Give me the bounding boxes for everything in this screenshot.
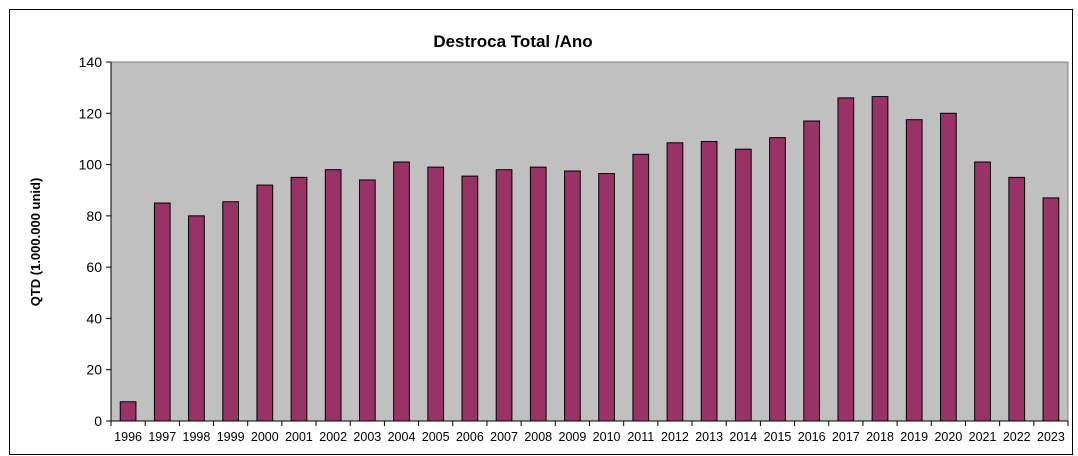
bar-2023 — [1042, 197, 1060, 422]
bar-2009 — [564, 170, 581, 422]
bar-2012 — [666, 142, 684, 422]
x-tick-label: 2001 — [285, 430, 313, 444]
x-tick-label: 2004 — [388, 430, 416, 444]
x-tick-label: 2002 — [319, 430, 347, 444]
bar-2006 — [461, 175, 479, 422]
bars-group — [119, 96, 1060, 422]
bar-2001 — [290, 176, 308, 422]
x-tick-label: 2023 — [1037, 430, 1065, 444]
x-tick-label: 1996 — [114, 430, 142, 444]
bar-2011 — [632, 153, 650, 422]
bar-2022 — [1008, 176, 1026, 422]
y-tick-label: 140 — [79, 54, 103, 70]
bar-2019 — [905, 119, 923, 422]
x-tick-label: 2010 — [593, 430, 621, 444]
x-tick-label: 2020 — [934, 430, 962, 444]
x-tick-label: 2015 — [764, 430, 792, 444]
x-tick-label: 1998 — [183, 430, 211, 444]
bar-2002 — [324, 169, 342, 422]
bar-1997 — [153, 202, 171, 422]
bar-2008 — [529, 166, 547, 422]
y-tick-label: 40 — [86, 310, 102, 326]
x-tick-label: 2008 — [524, 430, 552, 444]
bar-2004 — [393, 161, 410, 422]
y-tick-label: 120 — [79, 105, 103, 121]
x-tick-label: 2017 — [832, 430, 860, 444]
bar-2018 — [871, 96, 889, 422]
x-tick-label: 2007 — [490, 430, 518, 444]
bar-2007 — [495, 169, 513, 422]
x-tick-label: 1999 — [217, 430, 245, 444]
bar-2013 — [700, 140, 718, 422]
x-tick-label: 2003 — [353, 430, 381, 444]
y-tick-label: 60 — [86, 259, 102, 275]
x-tick-label: 2022 — [1003, 430, 1031, 444]
y-axis-label: QTD (1.000.000 unid) — [28, 178, 43, 307]
x-tick-label: 2019 — [900, 430, 928, 444]
x-tick-label: 2018 — [866, 430, 894, 444]
bar-2017 — [837, 97, 855, 422]
y-tick-label: 80 — [86, 208, 102, 224]
bar-2005 — [427, 166, 445, 422]
chart-title: Destroca Total /Ano — [433, 32, 592, 51]
x-tick-label: 2014 — [729, 430, 757, 444]
y-tick-label: 100 — [79, 157, 103, 173]
x-tick-label: 2009 — [559, 430, 587, 444]
bar-2010 — [598, 173, 615, 422]
x-tick-label: 2011 — [627, 430, 654, 444]
bar-2020 — [940, 112, 957, 422]
bar-1998 — [188, 215, 205, 422]
x-tick-label: 2000 — [251, 430, 279, 444]
x-tick-label: 2013 — [695, 430, 723, 444]
x-tick-label: 2012 — [661, 430, 689, 444]
bar-2016 — [803, 120, 821, 422]
x-tick-label: 2005 — [422, 430, 450, 444]
bar-2000 — [256, 184, 274, 422]
bar-1999 — [222, 201, 239, 422]
y-axis: 0 20 40 60 80 100 120 140 — [79, 54, 112, 429]
bar-2021 — [974, 161, 991, 422]
bar-2014 — [734, 148, 752, 422]
x-tick-label: 2016 — [798, 430, 826, 444]
bar-1996 — [119, 401, 137, 422]
bar-2015 — [769, 137, 786, 422]
x-tick-label: 1997 — [148, 430, 176, 444]
x-axis: 1996 1997 1998 1999 2000 2001 2002 2003 2004 2005… — [110, 420, 1069, 444]
bar-2003 — [358, 179, 376, 422]
y-tick-label: 20 — [86, 362, 102, 378]
x-tick-label: 2006 — [456, 430, 484, 444]
x-tick-label: 2021 — [969, 430, 997, 444]
y-tick-label: 0 — [94, 413, 102, 429]
plot-area — [110, 61, 1069, 422]
